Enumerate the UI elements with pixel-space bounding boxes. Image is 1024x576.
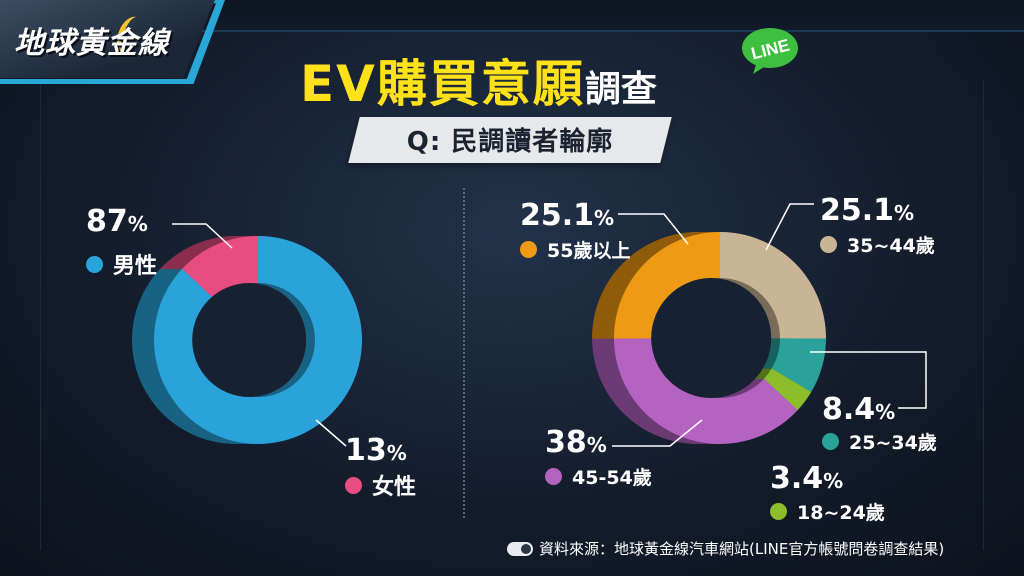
legend-45-54: 45-54歲 [545,463,652,490]
legend-female: 女性 [345,469,416,501]
donut-hole [192,283,307,397]
pct-45-54: 38% [545,425,607,460]
right-ruler [983,80,1024,550]
source-text: 資料來源：地球黃金線汽車網站(LINE官方帳號問卷調查結果) [539,540,945,558]
leader-45-54 [612,419,703,447]
page-title: EV購買意願調查 [300,44,657,116]
pct-25-34: 8.4% [822,392,896,427]
legend-35-44: 35~44歲 [820,231,935,258]
pct-female: 13% [345,433,407,468]
subtitle: Q: 民調讀者輪廓 [406,127,614,157]
legend-dot-55-plus [520,241,537,258]
left-ruler [0,80,41,550]
slice-18-24 [763,368,812,411]
toggle-icon [507,541,533,556]
pct-55-plus: 25.1% [520,198,615,233]
legend-dot-35-44 [820,236,837,253]
slice-35-44 [720,232,826,339]
pct-male: 87% [86,204,148,239]
legend-dot-female [345,476,362,494]
legend-dot-18-24 [770,503,787,520]
leader-female [315,419,347,447]
legend-dot-25-34 [822,433,839,450]
source-note: 資料來源：地球黃金線汽車網站(LINE官方帳號問卷調查結果) [507,538,944,559]
legend-18-24: 18~24歲 [770,498,885,525]
legend-male: 男性 [86,248,157,280]
slice-male [154,236,362,444]
title-highlight: EV購買意願 [300,55,585,113]
leader-35-44 [765,203,814,251]
legend-dot-45-54 [545,468,562,485]
line-logo-icon: LINE [742,28,798,74]
title-rest: 調查 [584,69,657,110]
slice-55-plus [614,232,720,339]
pct-35-44: 25.1% [820,193,915,228]
chart-divider [463,188,465,518]
legend-dot-male [86,255,103,273]
pct-18-24: 3.4% [770,461,844,496]
donut-hole [651,278,772,398]
brand-logo: 地球黃金線 [14,26,169,61]
leader-25-34 [810,351,927,409]
legend-25-34: 25~34歲 [822,428,937,455]
leader-55-plus [618,213,689,245]
legend-55-plus: 55歲以上 [520,236,630,263]
logo-panel [0,0,215,78]
leader-male [172,223,233,249]
